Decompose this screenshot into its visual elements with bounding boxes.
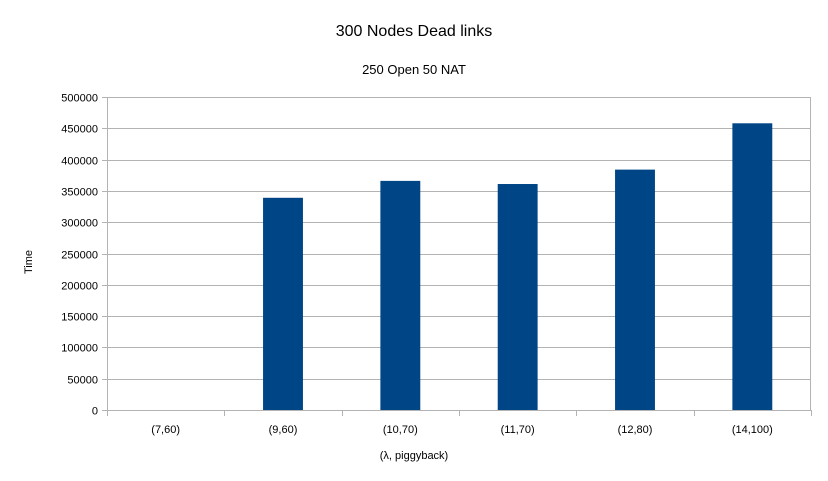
y-tick-label: 200000 <box>61 281 98 293</box>
bar <box>263 197 303 410</box>
y-tick-label: 100000 <box>61 343 98 355</box>
y-tick-label: 450000 <box>61 124 98 136</box>
chart-subtitle: 250 Open 50 NAT <box>362 62 466 77</box>
tick-labels: 0 50000 100000 150000 200000 250000 300000 3500… <box>61 93 773 437</box>
y-tick-label: 50000 <box>67 375 98 387</box>
y-tick-label: 0 <box>92 406 98 418</box>
bar <box>497 184 538 410</box>
y-axis-label: Time <box>23 250 35 274</box>
axes <box>102 97 812 416</box>
x-tick-label: (7,60) <box>151 424 180 436</box>
y-tick-label: 400000 <box>61 156 98 168</box>
x-tick-label: (11,70) <box>501 424 535 436</box>
x-tick-label: (9,60) <box>269 424 298 436</box>
x-tick-label: (12,80) <box>618 424 653 436</box>
chart-title: 300 Nodes Dead links <box>336 23 493 40</box>
x-tick-label: (10,70) <box>383 424 418 436</box>
y-tick-label: 300000 <box>61 218 98 230</box>
bar <box>732 123 773 411</box>
bar <box>380 180 421 410</box>
y-tick-label: 250000 <box>61 250 98 262</box>
x-tick-label: (14,100) <box>732 424 773 436</box>
gridlines <box>107 97 811 380</box>
bars <box>263 123 773 411</box>
y-tick-label: 350000 <box>61 187 98 199</box>
bar <box>615 169 655 410</box>
x-axis-label: (λ, piggyback) <box>380 450 448 462</box>
y-tick-label: 500000 <box>61 93 98 105</box>
y-tick-label: 150000 <box>61 312 98 324</box>
